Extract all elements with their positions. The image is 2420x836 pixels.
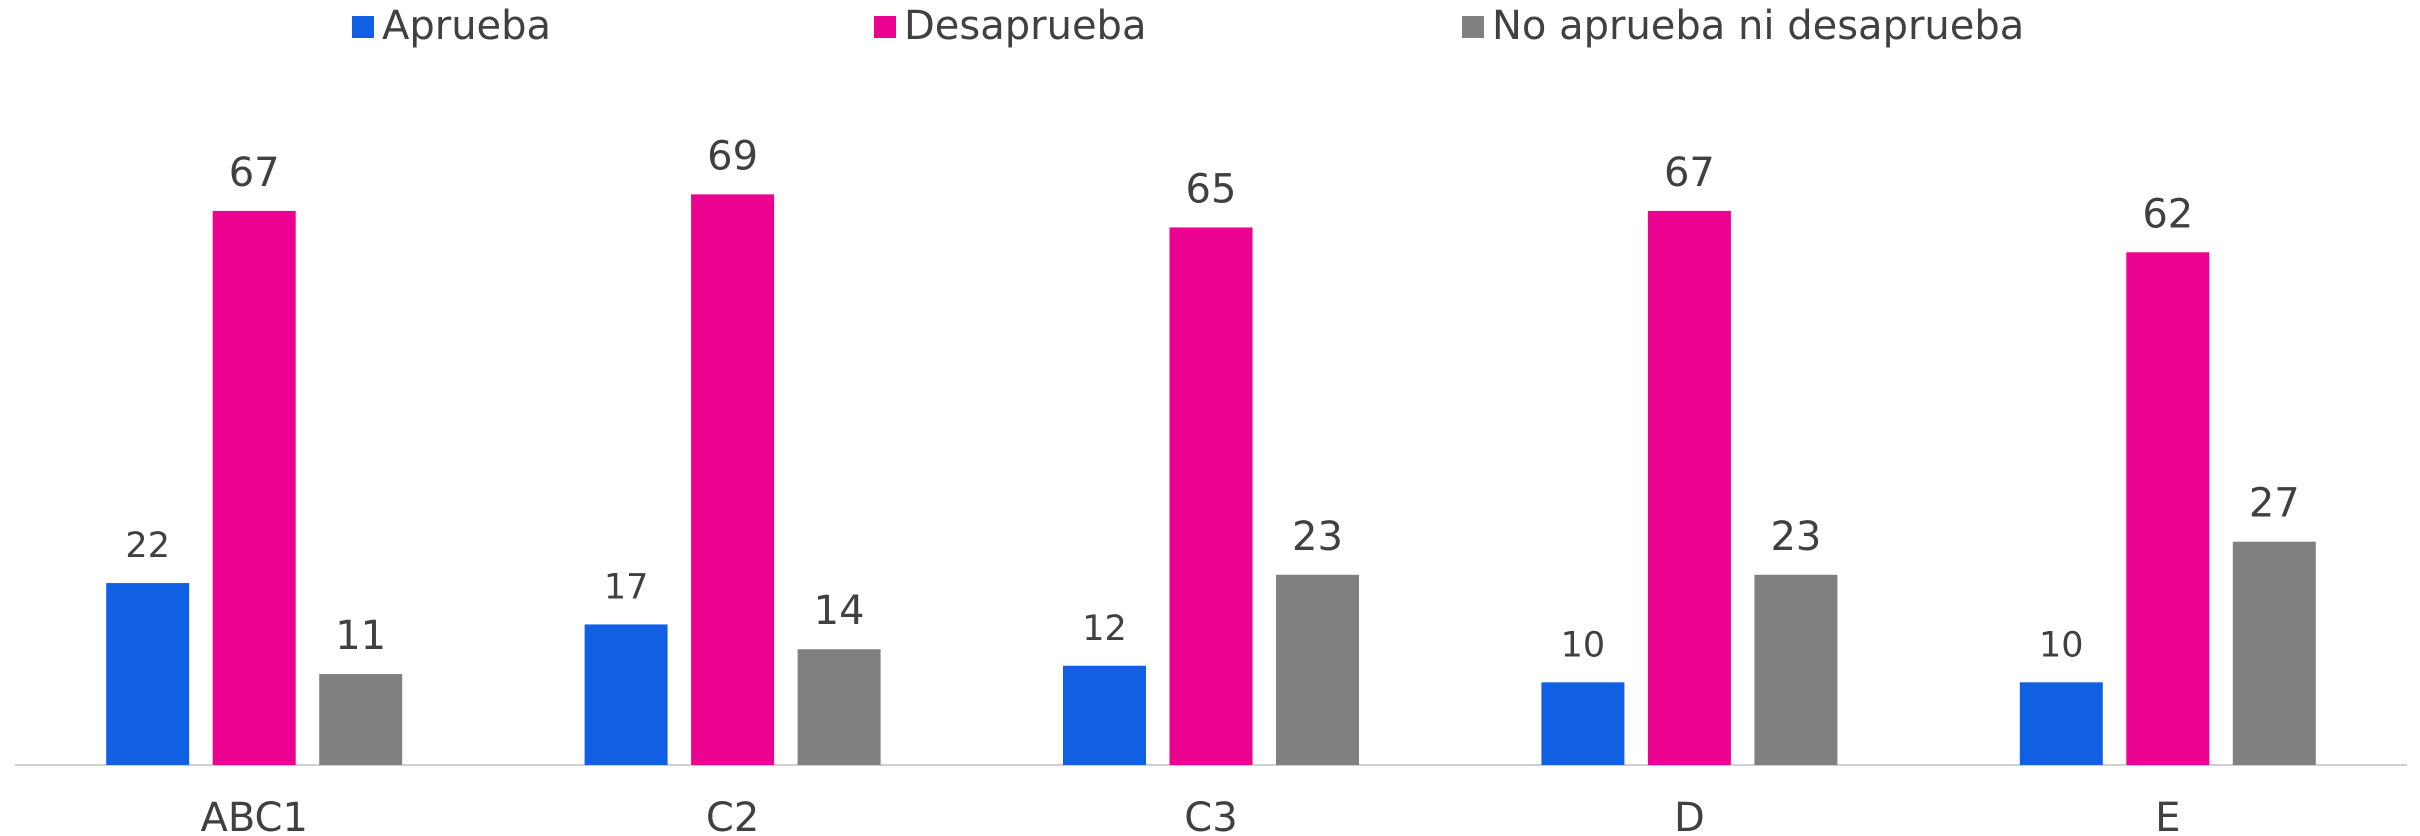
bar: [1754, 574, 1838, 765]
x-tick-label: D: [1674, 795, 1705, 836]
bar: [2019, 682, 2103, 765]
data-label: 11: [335, 613, 386, 659]
x-tick-label: C3: [1184, 795, 1237, 836]
bar: [1541, 682, 1625, 765]
bar: [691, 194, 775, 765]
data-label: 62: [2142, 191, 2193, 237]
legend-swatch: [874, 16, 896, 38]
bar: [212, 210, 296, 765]
bar: [1647, 210, 1731, 765]
bar: [1063, 665, 1146, 765]
bar: [106, 583, 190, 765]
x-tick-label: C2: [706, 795, 759, 836]
legend-label: Aprueba: [382, 3, 551, 49]
legend-swatch: [1462, 16, 1484, 38]
bar: [1169, 227, 1253, 765]
data-label: 69: [707, 133, 758, 179]
bar: [797, 649, 881, 765]
legend-swatch: [352, 16, 374, 38]
x-tick-label: ABC1: [200, 795, 307, 836]
bar: [319, 674, 403, 765]
data-label: 65: [1186, 166, 1237, 212]
data-label: 14: [814, 588, 865, 634]
data-label: 17: [604, 567, 649, 607]
legend-label: Desaprueba: [904, 3, 1146, 49]
x-tick-label: E: [2155, 795, 2180, 836]
data-label: 10: [2039, 625, 2084, 665]
bar: [584, 624, 668, 765]
data-label: 12: [1082, 609, 1127, 649]
legend-label: No aprueba ni desaprueba: [1492, 3, 2024, 49]
data-label: 10: [1561, 625, 1606, 665]
data-label: 23: [1292, 514, 1343, 560]
bar: [1276, 574, 1359, 765]
data-label: 27: [2249, 481, 2300, 527]
data-label: 23: [1770, 514, 1821, 560]
data-label: 67: [1664, 150, 1715, 196]
bar: [2232, 541, 2316, 765]
data-label: 22: [125, 526, 170, 566]
data-label: 67: [229, 150, 280, 196]
bar: [2126, 252, 2210, 765]
